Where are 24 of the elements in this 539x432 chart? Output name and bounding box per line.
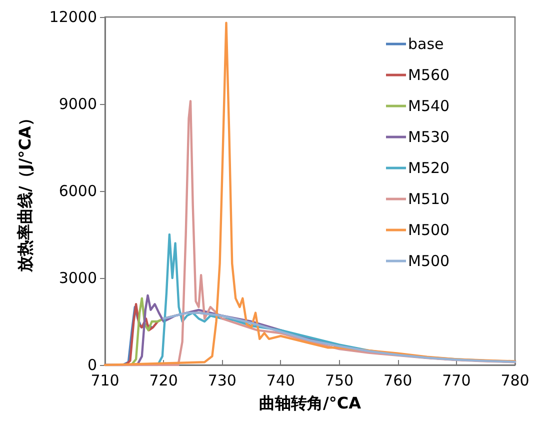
y-axis-title: 放热率曲线/（J/°CA） <box>16 110 34 273</box>
y-tick-label: 3000 <box>58 269 97 287</box>
y-tick-label: 9000 <box>58 95 97 113</box>
legend-label: M530 <box>408 128 450 146</box>
legend-label: base <box>408 35 444 53</box>
x-tick-label: 710 <box>90 372 120 390</box>
y-tick-label: 0 <box>87 356 97 374</box>
legend-label: M520 <box>408 159 450 177</box>
x-tick-label: 780 <box>500 372 530 390</box>
x-tick-label: 760 <box>384 372 412 390</box>
x-tick-label: 770 <box>442 372 471 390</box>
legend-label: M540 <box>408 97 450 115</box>
y-tick-label: 6000 <box>58 182 97 200</box>
line-series <box>162 312 516 363</box>
legend-label: M560 <box>408 66 450 84</box>
legend-label: M500 <box>408 221 450 239</box>
x-tick-label: 720 <box>149 372 178 390</box>
x-tick-label: 750 <box>324 372 354 390</box>
y-tick-label: 12000 <box>49 8 97 26</box>
x-axis-title: 曲轴转角/°CA <box>259 394 362 412</box>
legend-label: M510 <box>408 190 450 208</box>
legend-label: M500 <box>408 252 450 270</box>
x-tick-label: 730 <box>208 372 236 390</box>
x-tick-label: 740 <box>266 372 296 390</box>
